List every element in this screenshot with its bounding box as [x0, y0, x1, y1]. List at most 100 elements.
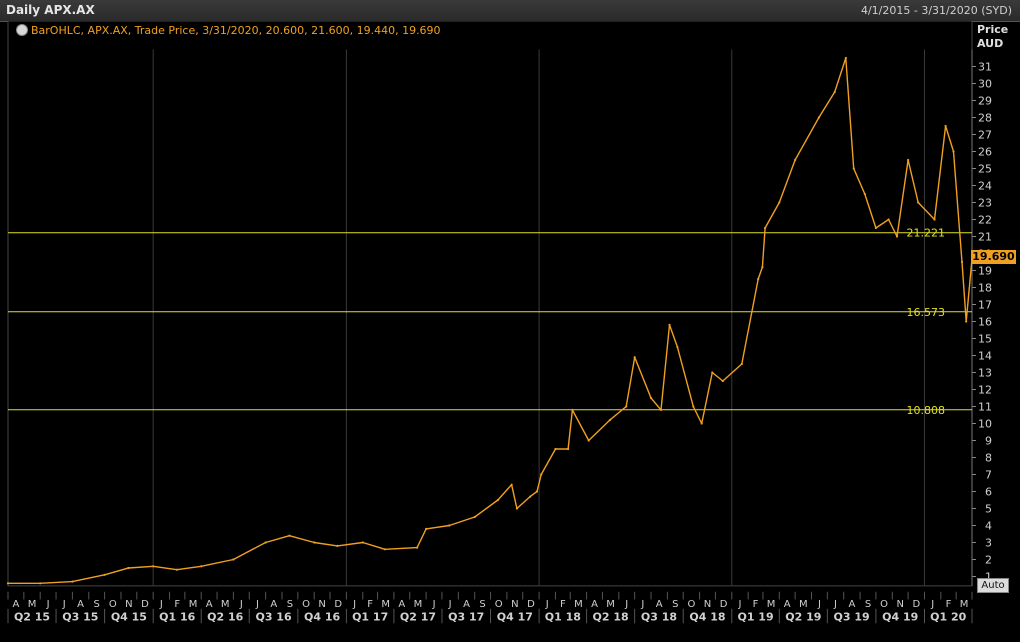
y-tick-label: 11: [978, 401, 992, 414]
quarter-label: Q3 19: [834, 610, 870, 623]
price-point: [313, 541, 316, 544]
y-tick-label: 7: [985, 469, 992, 482]
price-point: [794, 158, 797, 162]
month-label: J: [255, 599, 259, 610]
price-point: [175, 568, 179, 571]
quarter-label: Q4 18: [689, 610, 725, 623]
month-label: O: [302, 599, 310, 610]
plot-frame: [7, 21, 973, 587]
month-label: M: [189, 599, 198, 610]
quarter-label: Q2 17: [400, 610, 436, 623]
horizontal-line-label: 16.573: [907, 306, 946, 319]
legend-text: BarOHLC, APX.AX, Trade Price, 3/31/2020,…: [31, 24, 441, 37]
price-point: [473, 515, 476, 519]
quarter-label: Q1 19: [737, 610, 773, 623]
price-point: [288, 534, 291, 537]
month-label: D: [334, 599, 342, 610]
price-point: [700, 422, 703, 425]
month-label: S: [94, 599, 100, 610]
quarter-label: Q4 17: [497, 610, 533, 623]
quarter-label: Q3 15: [62, 610, 98, 623]
price-point: [515, 507, 519, 510]
price-point: [510, 483, 513, 486]
price-point: [71, 580, 74, 583]
y-tick-label: 3: [985, 537, 992, 550]
month-label: J: [159, 599, 163, 610]
price-point: [496, 498, 500, 502]
month-label: J: [737, 599, 741, 610]
quarter-label: Q1 20: [930, 610, 966, 623]
price-point: [571, 408, 574, 411]
month-label: J: [46, 599, 50, 610]
price-point: [152, 565, 155, 568]
month-label: M: [381, 599, 390, 610]
y-tick-label: 29: [978, 95, 992, 108]
price-point: [103, 573, 106, 576]
price-point: [721, 379, 724, 383]
price-point: [952, 150, 955, 153]
y-tick-label: 22: [978, 214, 992, 227]
month-label: A: [270, 599, 277, 610]
quarter-label: Q1 17: [352, 610, 388, 623]
y-tick-label: 31: [978, 61, 992, 74]
price-point: [649, 396, 653, 400]
horizontal-line-label: 10.808: [907, 404, 946, 417]
month-label: S: [865, 599, 871, 610]
quarter-label: Q3 18: [641, 610, 677, 623]
month-label: O: [109, 599, 117, 610]
price-point: [778, 201, 781, 204]
month-label: J: [624, 599, 628, 610]
horizontal-line-label: 21.221: [907, 227, 946, 240]
price-point: [540, 473, 543, 476]
month-label: N: [511, 599, 518, 610]
price-point: [960, 260, 964, 264]
y-tick-label: 23: [978, 197, 992, 210]
month-label: D: [527, 599, 535, 610]
month-label: M: [767, 599, 776, 610]
month-label: J: [62, 599, 66, 610]
price-point: [529, 495, 532, 498]
month-label: M: [28, 599, 37, 610]
price-point: [907, 158, 910, 162]
month-label: S: [479, 599, 485, 610]
auto-scale-button[interactable]: Auto: [977, 578, 1009, 593]
price-point: [6, 582, 10, 585]
y-tick-label: 13: [978, 367, 992, 380]
month-label: J: [817, 599, 821, 610]
month-label: F: [367, 599, 373, 610]
price-point: [567, 447, 570, 451]
price-point: [852, 167, 855, 170]
y-tick-label: 25: [978, 163, 992, 176]
y-tick-label: 12: [978, 384, 992, 397]
month-label: O: [495, 599, 503, 610]
legend-toggle-icon[interactable]: [16, 24, 28, 36]
y-tick-label: 6: [985, 486, 992, 499]
price-point: [554, 447, 557, 451]
price-point: [361, 541, 364, 544]
price-point: [944, 124, 947, 128]
month-label: J: [432, 599, 436, 610]
quarter-label: Q4 19: [882, 610, 918, 623]
price-point: [535, 490, 539, 493]
y-tick-label: 16: [978, 316, 992, 329]
y-tick-label: 5: [985, 503, 992, 516]
month-label: F: [174, 599, 180, 610]
quarter-label: Q2 18: [593, 610, 629, 623]
quarter-label: Q4 15: [111, 610, 147, 623]
month-label: F: [753, 599, 759, 610]
y-tick-label: 4: [985, 520, 992, 533]
month-label: J: [239, 599, 243, 610]
month-label: F: [946, 599, 952, 610]
month-label: N: [318, 599, 325, 610]
y-tick-label: 21: [978, 231, 992, 244]
price-point: [676, 345, 679, 349]
month-label: J: [352, 599, 356, 610]
price-point: [336, 544, 339, 548]
y-tick-label: 30: [978, 78, 992, 91]
price-point: [740, 362, 743, 366]
quarter-label: Q2 15: [14, 610, 50, 623]
y-axis-title-price: Price: [977, 23, 1009, 36]
price-point: [383, 548, 387, 551]
last-price-marker: 19.690: [971, 250, 1016, 264]
